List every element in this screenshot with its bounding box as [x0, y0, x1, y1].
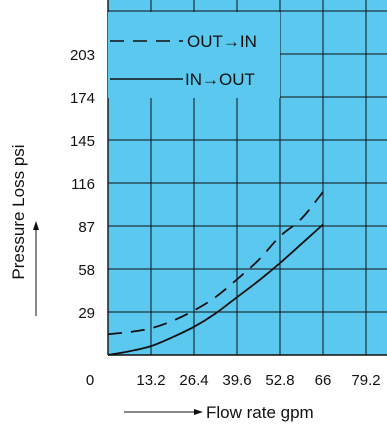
x-tick-label: 66	[315, 372, 332, 389]
x-tick-label: 0	[86, 372, 94, 389]
y-axis-title: Pressure Loss psi	[9, 144, 28, 279]
x-tick-label: 79.2	[351, 372, 380, 389]
x-tick-label: 52.8	[265, 372, 294, 389]
x-tick-label: 13.2	[136, 372, 165, 389]
y-tick-labels: 29 58 87 116 145 174 203	[70, 47, 95, 322]
x-axis-arrow-head	[194, 409, 203, 415]
x-tick-label: 39.6	[222, 372, 251, 389]
y-tick-label: 58	[78, 262, 95, 279]
x-axis-title: Flow rate gpm	[206, 403, 314, 422]
series-layer	[107, 191, 324, 356]
y-axis-arrow-head	[33, 221, 39, 230]
y-tick-label: 29	[78, 305, 95, 322]
legend: OUT→IN IN→OUT	[108, 12, 280, 98]
y-tick-label: 87	[78, 219, 95, 236]
x-tick-label: 26.4	[179, 372, 208, 389]
legend-box	[108, 12, 280, 98]
x-tick-labels: 0 13.2 26.4 39.6 52.8 66 79.2	[86, 372, 381, 389]
y-tick-label: 145	[70, 133, 95, 150]
y-tick-label: 116	[71, 176, 95, 193]
series-line-out-in	[107, 191, 324, 336]
series-line-in-out	[107, 223, 324, 356]
legend-label-out-in: OUT→IN	[187, 32, 257, 51]
legend-label-in-out: IN→OUT	[185, 70, 255, 89]
y-tick-label: 174	[70, 90, 95, 107]
y-tick-label: 203	[70, 47, 95, 64]
